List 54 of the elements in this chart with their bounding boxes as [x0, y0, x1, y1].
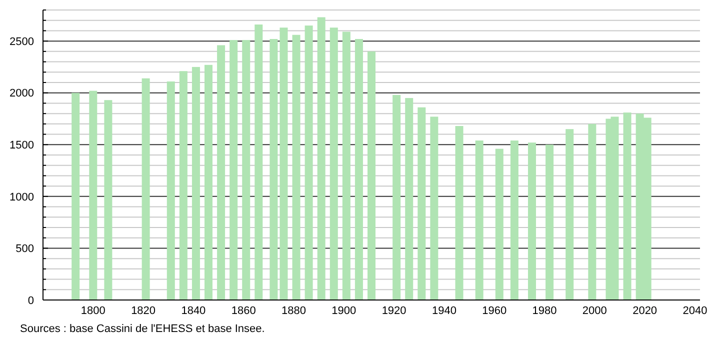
bar	[230, 40, 238, 300]
y-tick-label: 2000	[10, 88, 34, 100]
x-tick-label: 1920	[382, 305, 406, 317]
bar	[254, 24, 263, 300]
x-tick-label: 1940	[432, 305, 456, 317]
bar	[166, 81, 175, 300]
bar	[455, 126, 464, 300]
bar	[392, 94, 401, 300]
y-tick-label: 0	[28, 294, 34, 307]
bar	[89, 90, 98, 300]
x-tick-label: 1800	[80, 305, 106, 317]
bar	[192, 66, 200, 300]
bar	[418, 107, 426, 300]
x-tick-label: 1820	[131, 305, 156, 317]
bar	[368, 51, 376, 300]
bar	[495, 148, 504, 300]
bar	[510, 140, 518, 300]
bar	[405, 98, 414, 300]
bar	[588, 124, 596, 300]
x-tick-label: 1960	[482, 305, 507, 317]
bar	[270, 39, 278, 300]
bar	[304, 26, 313, 300]
bar	[354, 39, 363, 300]
x-tick-label: 2040	[682, 305, 708, 317]
y-tick-label: 1500	[10, 139, 34, 152]
bar	[72, 92, 80, 300]
x-tick-label: 1880	[282, 305, 306, 317]
source-note: Sources : base Cassini de l'EHESS et base Insee.	[20, 323, 265, 335]
x-tick-label: 1980	[532, 305, 557, 317]
bar	[330, 28, 338, 300]
bar	[142, 78, 150, 300]
bar	[204, 64, 213, 300]
bar	[317, 17, 326, 300]
y-tick-label: 2500	[10, 36, 34, 48]
bar	[104, 100, 112, 300]
bar	[430, 116, 438, 300]
bar	[292, 34, 300, 300]
bar	[179, 71, 188, 300]
bar	[242, 40, 250, 300]
x-tick-label: 1860	[231, 305, 256, 317]
bar	[475, 140, 484, 300]
bar	[528, 142, 536, 300]
bar	[280, 28, 288, 300]
y-tick-label: 1000	[10, 191, 34, 204]
bar	[342, 32, 350, 300]
y-tick-label: 500	[16, 243, 34, 256]
bar	[217, 45, 226, 300]
x-tick-label: 1840	[181, 305, 206, 317]
x-tick-label: 1900	[332, 305, 356, 317]
x-tick-label: 2000	[582, 305, 607, 317]
bar	[546, 144, 554, 300]
bar	[623, 112, 632, 300]
x-tick-label: 2020	[632, 305, 658, 317]
bar	[566, 129, 574, 300]
